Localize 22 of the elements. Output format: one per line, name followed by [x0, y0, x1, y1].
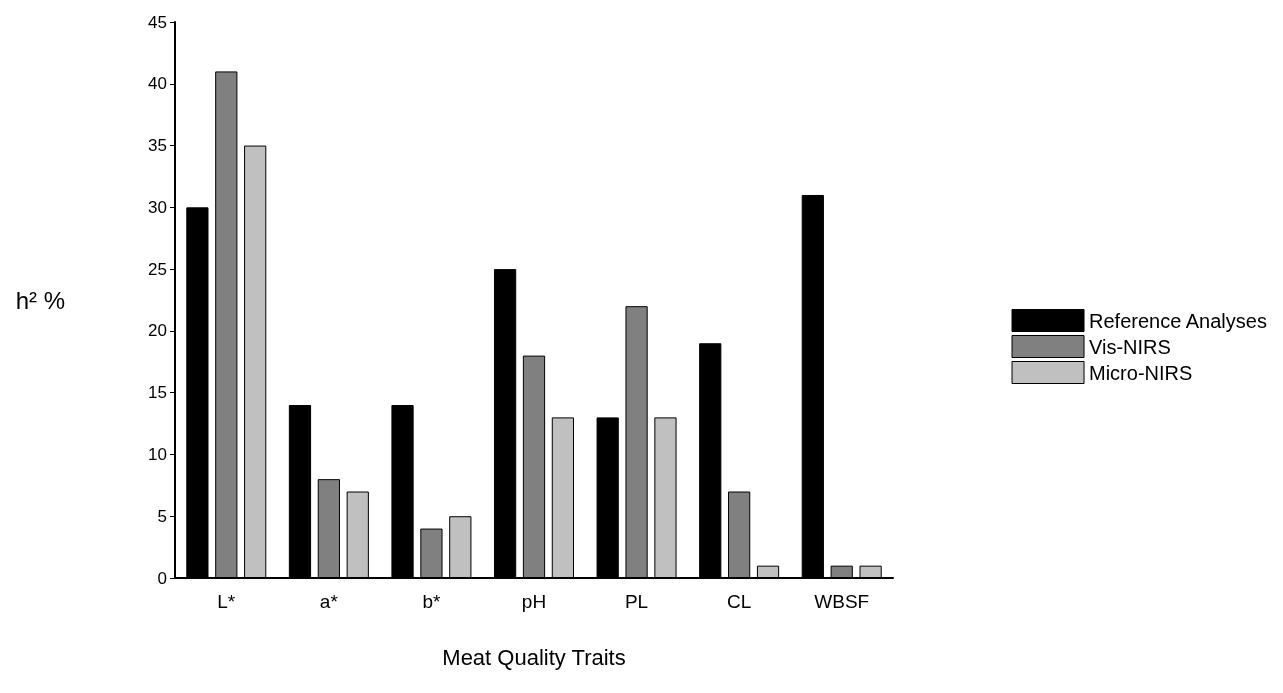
x-tick-label: a*: [319, 591, 339, 612]
y-tick-label: 25: [148, 259, 167, 279]
x-tick-label: CL: [726, 591, 752, 612]
y-tick-label: 5: [157, 506, 167, 526]
legend-label: Micro-NIRS: [1089, 361, 1193, 384]
x-tick-label: PL: [624, 591, 649, 612]
legend-label: Vis-NIRS: [1089, 335, 1171, 358]
y-tick-label: 0: [157, 568, 167, 588]
y-tick-label: 20: [148, 321, 167, 341]
y-tick-label: 10: [148, 444, 167, 464]
legend-label: Reference Analyses: [1089, 309, 1267, 332]
y-tick-label: 45: [148, 12, 167, 32]
y-axis-title: h² %: [15, 286, 65, 314]
y-tick-label: 15: [148, 383, 167, 403]
x-tick-label: L*: [217, 591, 236, 612]
x-tick-label: WBSF: [814, 591, 870, 612]
y-tick-label: 35: [148, 136, 167, 156]
x-tick-label: b*: [422, 591, 442, 612]
y-tick-label: 40: [148, 74, 167, 94]
x-tick-label: pH: [521, 591, 547, 612]
y-tick-label: 30: [148, 197, 167, 217]
x-axis-title: Meat Quality Traits: [442, 644, 626, 670]
